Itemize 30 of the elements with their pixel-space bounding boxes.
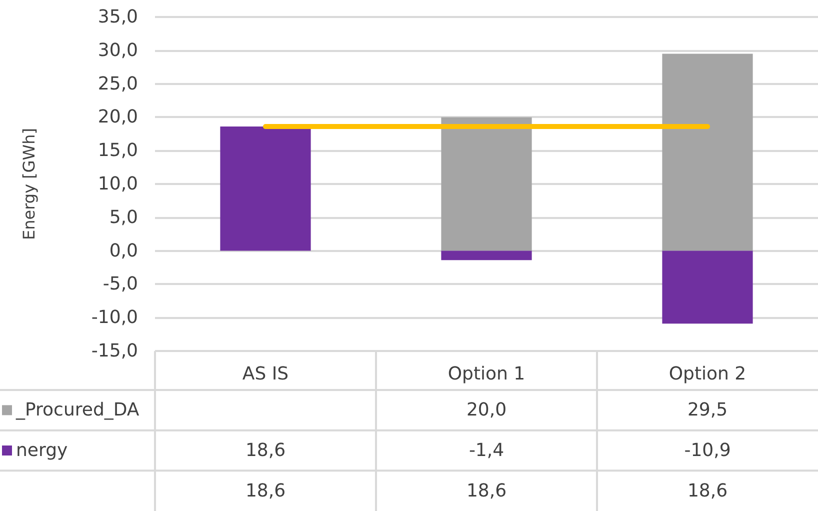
- bar: [441, 250, 532, 260]
- data-label: 29,5: [687, 400, 728, 421]
- y-tick-label: -15,0: [91, 340, 138, 362]
- y-tick-label: -5,0: [102, 274, 138, 295]
- data-label: 18,6: [245, 440, 286, 461]
- y-tick-label: 10,0: [98, 174, 138, 194]
- x-tick-label: Option 2: [668, 364, 746, 384]
- y-tick-label: 20,0: [98, 106, 138, 128]
- data-label: 18,6: [466, 480, 507, 502]
- y-tick-label: 35,0: [98, 6, 138, 28]
- data-label: 18,6: [687, 480, 728, 502]
- data-label: -10,9: [684, 440, 731, 461]
- bar: [220, 126, 311, 251]
- y-tick-label: 25,0: [98, 73, 138, 94]
- bar: [662, 54, 753, 251]
- y-tick-label: 15,0: [98, 140, 138, 162]
- y-tick-label: -10,0: [91, 307, 138, 328]
- y-tick-label: 0,0: [109, 240, 138, 262]
- y-axis-title: Energy [GWh]: [20, 128, 38, 240]
- y-tick-label: 30,0: [98, 40, 138, 61]
- data-label: 18,6: [245, 480, 286, 502]
- bar: [441, 117, 532, 251]
- legend-label: nergy: [16, 440, 68, 461]
- x-tick-label: AS IS: [242, 364, 289, 384]
- legend-label: _Procured_DA: [15, 400, 140, 421]
- data-label: 20,0: [466, 400, 507, 421]
- x-tick-label: Option 1: [448, 364, 526, 384]
- bar: [662, 250, 753, 324]
- y-tick-label: 5,0: [109, 206, 138, 228]
- data-label: -1,4: [468, 440, 504, 461]
